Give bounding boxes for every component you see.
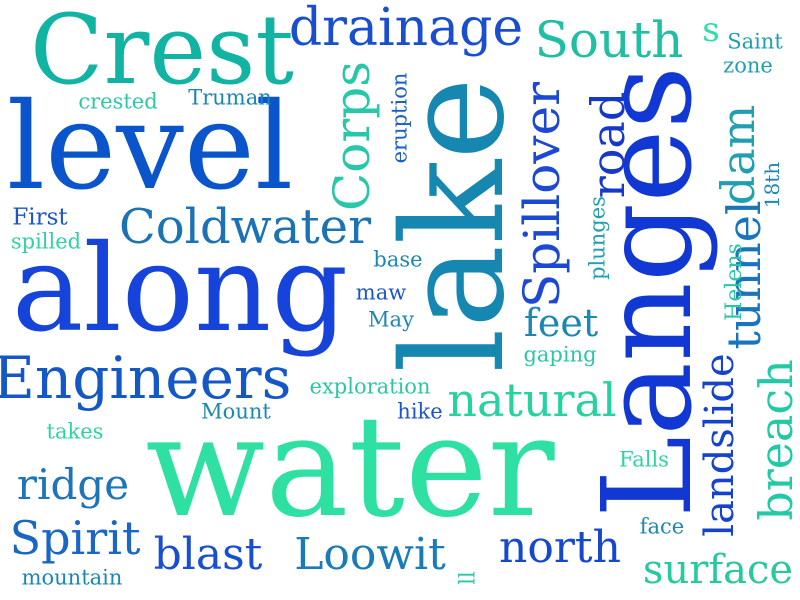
word-dam: dam xyxy=(711,104,765,206)
word-face: face xyxy=(639,514,685,539)
word-spillover: Spillover xyxy=(513,81,571,309)
word-loowit: Loowit xyxy=(294,529,446,580)
word-crest: Crest xyxy=(30,0,294,106)
word-takes: takes xyxy=(46,419,104,444)
word-plunges: plunges xyxy=(585,196,610,280)
word-landslide: landslide xyxy=(697,353,743,537)
word-coldwater: Coldwater xyxy=(118,199,372,255)
word-maw: maw xyxy=(355,280,407,305)
word-water: water xyxy=(145,386,555,549)
word-falls: Falls xyxy=(619,447,669,472)
word-gaping: gaping xyxy=(523,342,597,367)
word-crested: crested xyxy=(78,89,158,114)
word-ll: ll xyxy=(455,571,480,585)
word-mount: Mount xyxy=(201,399,271,424)
word-may: May xyxy=(368,307,414,332)
word-s: s xyxy=(702,10,720,50)
word-spilled: spilled xyxy=(10,229,82,254)
word-south: South xyxy=(534,11,684,69)
word-exploration: exploration xyxy=(309,374,431,399)
word-feet: feet xyxy=(523,301,599,345)
word-corps: Corps xyxy=(323,61,381,211)
word-eruption: eruption xyxy=(387,72,412,164)
word-hike: hike xyxy=(397,399,443,424)
word-18th: 18th xyxy=(760,161,784,209)
word-ridge: ridge xyxy=(16,460,130,509)
word-blast: blast xyxy=(153,529,263,580)
word-surface: surface xyxy=(642,547,794,593)
word-drainage: drainage xyxy=(288,0,524,58)
word-spirit: Spirit xyxy=(9,511,141,565)
word-base: base xyxy=(373,247,423,272)
word-zone: zone xyxy=(723,53,773,78)
word-mountain: mountain xyxy=(21,565,123,590)
word-saint: Saint xyxy=(727,29,783,54)
word-first: First xyxy=(12,204,68,231)
word-truman: Truman xyxy=(188,85,272,110)
word-road: road xyxy=(581,91,635,199)
word-along: along xyxy=(11,220,349,359)
word-level: level xyxy=(6,78,294,217)
word-natural: natural xyxy=(447,373,617,427)
word-breach: breach xyxy=(749,359,800,521)
word-engineers: Engineers xyxy=(0,344,292,412)
word-north: north xyxy=(499,522,621,573)
word-helens: Helens xyxy=(722,243,747,321)
